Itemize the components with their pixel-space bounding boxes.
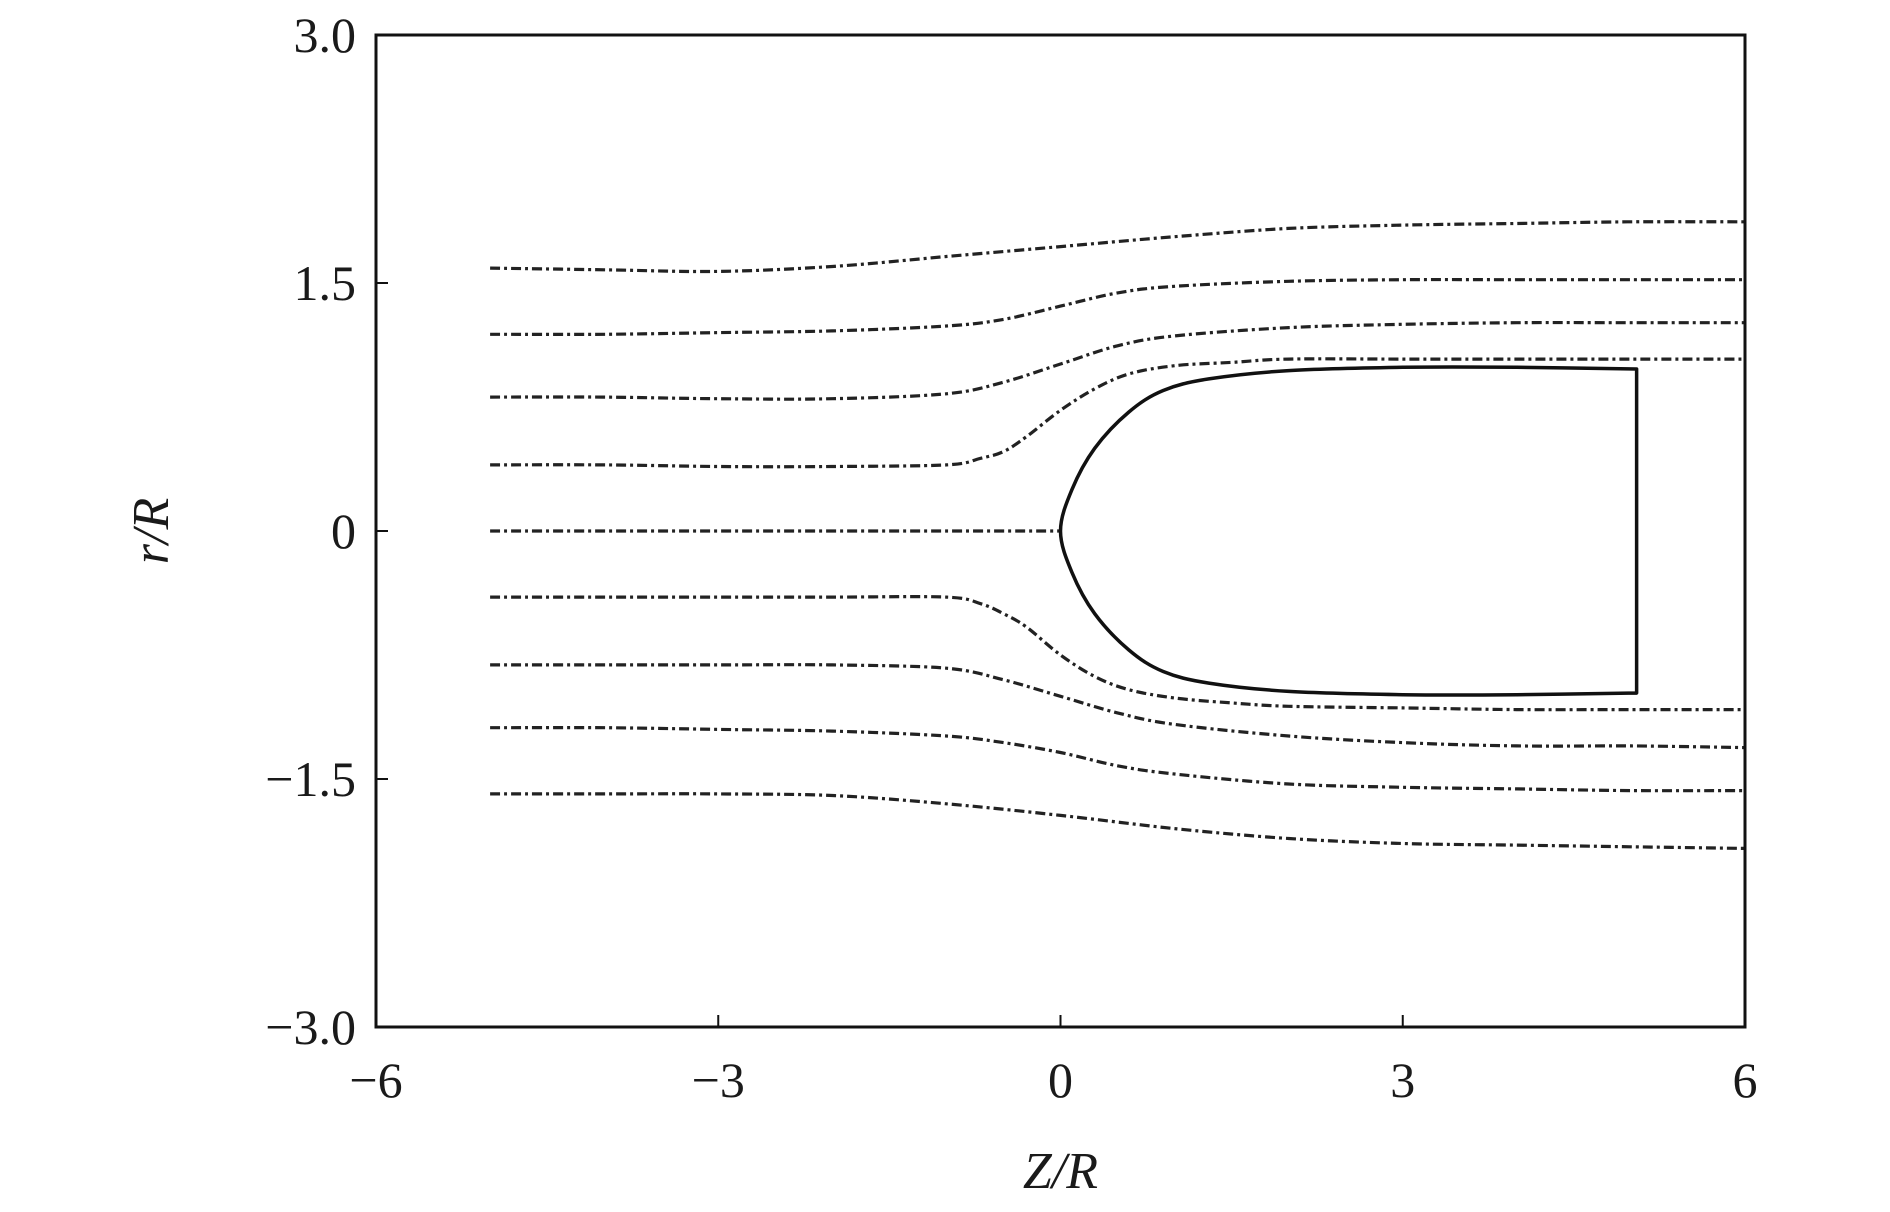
x-tick-label: 3 bbox=[1390, 1052, 1415, 1108]
x-tick-label: −3 bbox=[692, 1052, 745, 1108]
x-tick-label: −6 bbox=[349, 1052, 402, 1108]
streamline-3 bbox=[490, 320, 1745, 401]
streamline-4 bbox=[490, 357, 1745, 469]
y-tick-label: 0 bbox=[331, 503, 356, 559]
y-tick-label: 1.5 bbox=[294, 255, 357, 311]
streamline-2 bbox=[490, 277, 1745, 336]
streamline-1 bbox=[490, 220, 1746, 274]
streamline-8 bbox=[490, 726, 1746, 793]
x-tick-label: 6 bbox=[1733, 1052, 1758, 1108]
y-tick-label: −3.0 bbox=[265, 999, 356, 1055]
streamline-7 bbox=[490, 663, 1746, 750]
body-outline bbox=[1058, 365, 1639, 697]
axis-ticks: −6 −3 0 3 6 3.0 1.5 0 −1.5 −3.0 bbox=[265, 7, 1757, 1108]
y-tick-label: −1.5 bbox=[265, 751, 356, 807]
x-tick-label: 0 bbox=[1048, 1052, 1073, 1108]
y-tick-label: 3.0 bbox=[294, 7, 357, 63]
x-axis-label: Z/R bbox=[1023, 1143, 1098, 1200]
streamline-9 bbox=[490, 792, 1746, 850]
plot-area bbox=[490, 220, 1746, 850]
y-axis-label: r/R bbox=[123, 498, 180, 564]
